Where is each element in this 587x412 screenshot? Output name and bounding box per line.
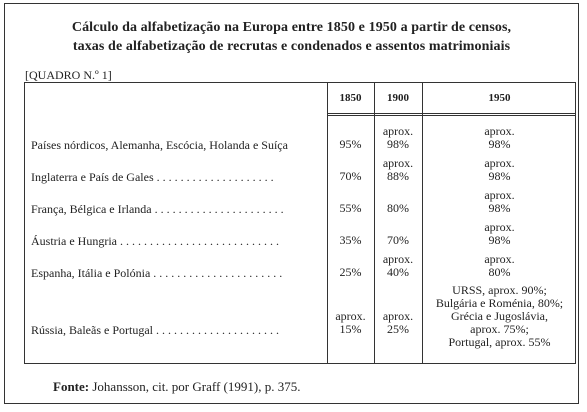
table-label: [QUADRO N.º 1]	[25, 68, 112, 82]
cell-text: 88%	[387, 169, 409, 183]
cell-1950: aprox. 98%	[422, 125, 577, 151]
row-country: Rússia, Baleãs e Portugal . . . . . . . …	[31, 323, 279, 337]
cell-text: 80%	[387, 201, 409, 215]
cell-text: 80%	[488, 265, 511, 279]
title-line-1: Cálculo da alfabetização na Europa entre…	[71, 20, 512, 35]
row-country: Áustria e Hungria . . . . . . . . . . . …	[31, 234, 279, 248]
cell-1900: aprox. 40%	[374, 253, 422, 279]
header-divider	[327, 113, 575, 114]
cell-1850: 55%	[339, 201, 362, 215]
cell-text: aprox.	[484, 124, 515, 138]
cell-text: aprox.	[382, 156, 414, 170]
cell-text: Grécia e Jugoslávia,	[451, 309, 548, 323]
cell-1900: aprox. 88%	[374, 157, 422, 183]
cell-1850: 25%	[339, 265, 362, 279]
cell-1900: 80%	[374, 202, 422, 215]
cell-text: Portugal, aprox. 55%	[448, 335, 551, 349]
cell-text: 98%	[488, 169, 511, 183]
header-1850: 1850	[339, 92, 362, 104]
cell-1850: 70%	[339, 169, 362, 183]
cell-text: 98%	[488, 233, 511, 247]
header-1950: 1950	[488, 92, 511, 104]
cell-text: 98%	[488, 137, 511, 151]
cell-1900: 70%	[374, 234, 422, 247]
cell-text: 25%	[387, 322, 409, 336]
cell-1950: aprox. 98%	[422, 157, 577, 183]
row-country: Países nórdicos, Alemanha, Escócia, Hola…	[31, 138, 288, 152]
cell-1900: aprox. 25%	[374, 310, 422, 336]
cell-text: aprox.	[382, 309, 414, 323]
row-country: Inglaterra e País de Gales . . . . . . .…	[31, 170, 274, 184]
cell-text: aprox.	[484, 188, 515, 202]
column-divider	[374, 83, 375, 363]
cell-text: aprox.	[382, 124, 414, 138]
footer-label: Fonte:	[53, 379, 90, 394]
cell-1950: aprox. 80%	[422, 253, 577, 279]
cell-text: aprox.	[382, 252, 414, 266]
cell-text: 15%	[339, 322, 362, 336]
cell-1900: aprox. 98%	[374, 125, 422, 151]
cell-text: URSS, aprox. 90%;	[452, 283, 547, 297]
cell-text: aprox.	[335, 309, 366, 323]
header-divider	[327, 115, 575, 116]
row-country: França, Bélgica e Irlanda . . . . . . . …	[31, 202, 284, 216]
cell-text: aprox.	[484, 220, 515, 234]
row-country: Espanha, Itália e Polónia . . . . . . . …	[31, 266, 283, 280]
document-frame: Cálculo da alfabetização na Europa entre…	[4, 3, 579, 404]
cell-1950: aprox. 98%	[422, 221, 577, 247]
cell-text: aprox. 75%;	[470, 322, 529, 336]
cell-1850: 95%	[339, 137, 362, 151]
footer-text: Johansson, cit. por Graff (1991), p. 375…	[89, 379, 301, 394]
cell-text: Bulgária e Roménia, 80%;	[435, 296, 564, 310]
source-footnote: Fonte: Johansson, cit. por Graff (1991),…	[53, 379, 300, 395]
cell-text: aprox.	[484, 252, 515, 266]
cell-text: 98%	[387, 137, 409, 151]
title-line-2: taxas de alfabetização de recrutas e con…	[72, 39, 511, 54]
column-divider	[422, 83, 423, 363]
column-divider	[327, 83, 328, 363]
cell-1850: 35%	[339, 233, 362, 247]
cell-1850: aprox. 15%	[327, 310, 374, 336]
cell-text: 40%	[387, 265, 409, 279]
cell-text: aprox.	[484, 156, 515, 170]
header-1900: 1900	[387, 92, 409, 104]
cell-text: 98%	[488, 201, 511, 215]
cell-1950: URSS, aprox. 90%; Bulgária e Roménia, 80…	[422, 284, 577, 349]
cell-text: 70%	[387, 233, 409, 247]
cell-1950: aprox. 98%	[422, 189, 577, 215]
data-table: 1850 1900 1950 Países nórdicos, Alemanha…	[24, 82, 576, 364]
